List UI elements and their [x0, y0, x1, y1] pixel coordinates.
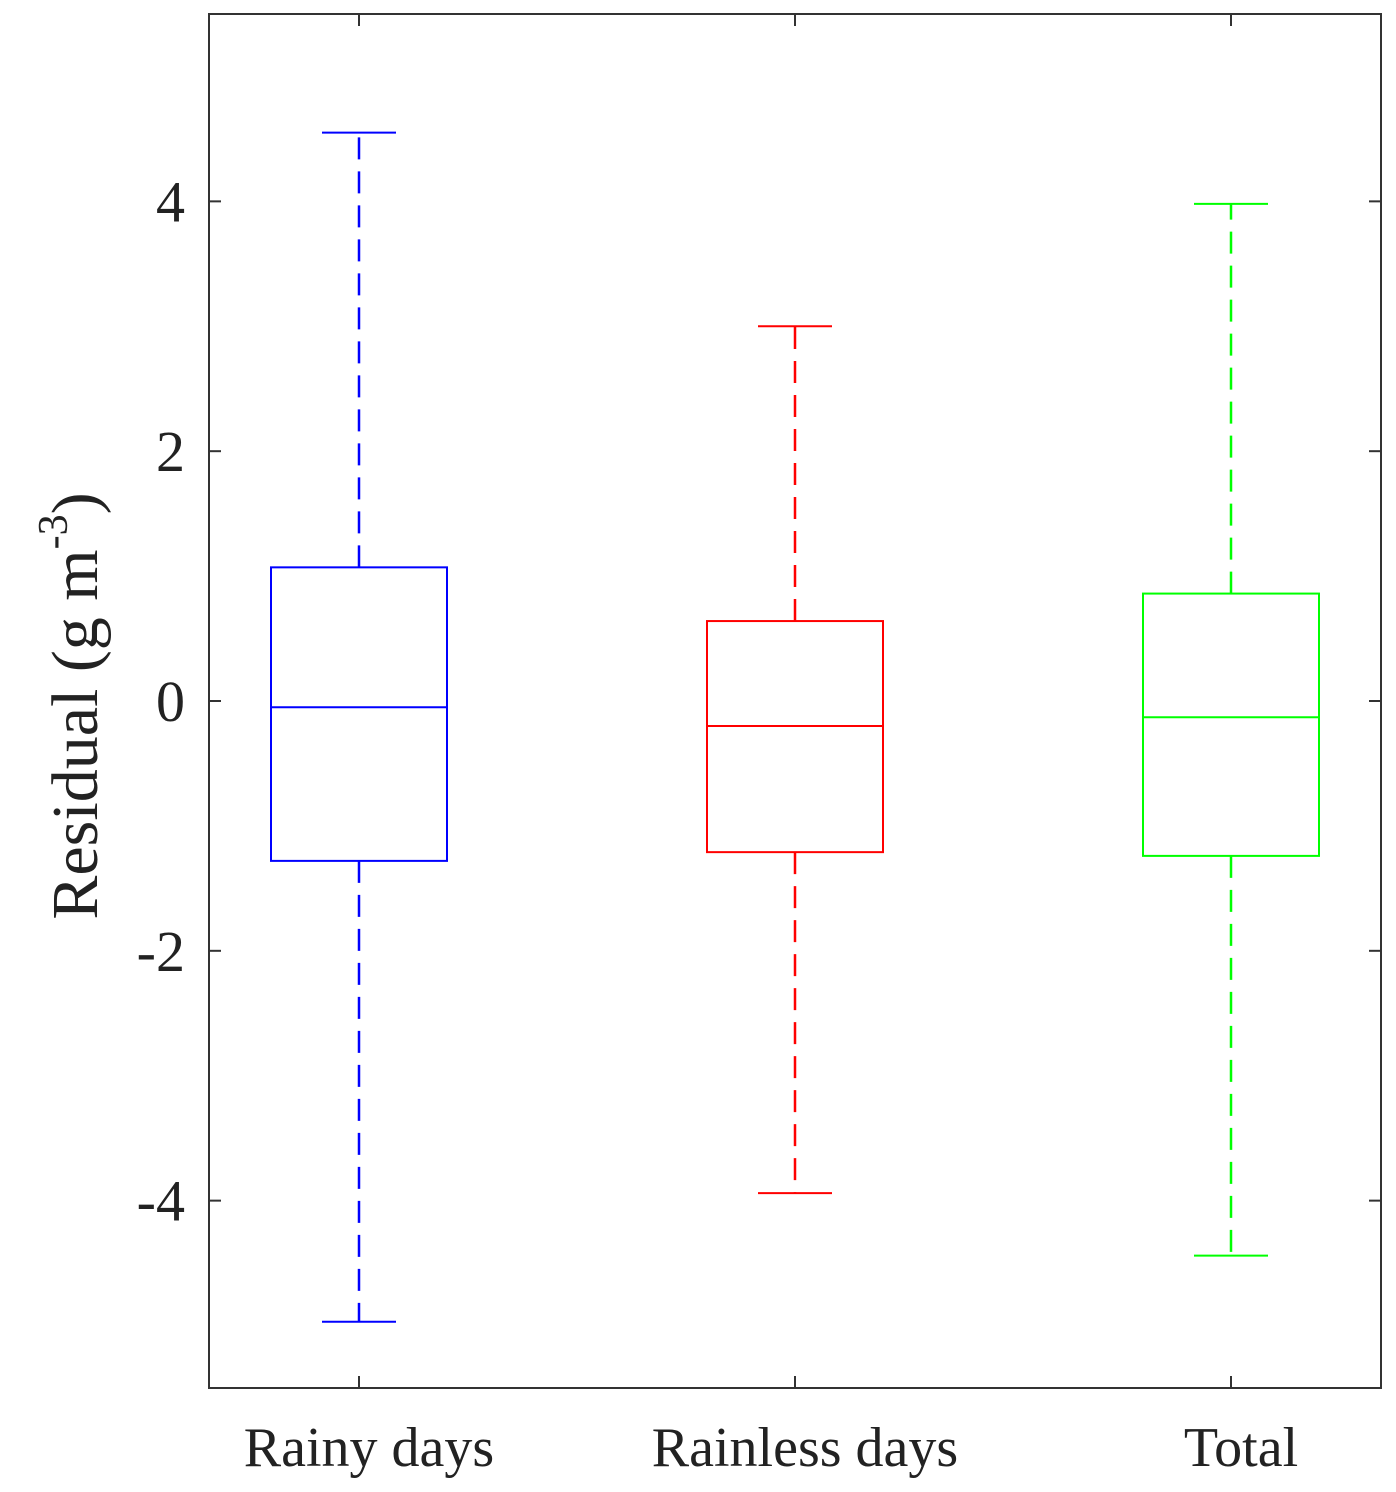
x-category-label: Rainy days: [244, 1417, 494, 1479]
box-rainy-days: [270, 131, 448, 1323]
plot-area: -4 -2 0 2 4 Rainy days Rainless days Total: [137, 13, 1382, 1479]
y-axis-title: Residual (g m-3): [31, 492, 112, 919]
box-rainless-days: [706, 325, 884, 1195]
y-tick-label: 2: [156, 419, 185, 484]
x-category-label: Rainless days: [652, 1417, 958, 1479]
plot-frame: [208, 13, 1382, 1389]
y-tick-label: -4: [137, 1169, 185, 1234]
y-tick-label: 0: [156, 669, 185, 734]
interquartile-box: [706, 620, 884, 854]
y-tick-label: -2: [137, 919, 185, 984]
interquartile-box: [270, 566, 448, 862]
box-total: [1142, 202, 1320, 1257]
interquartile-box: [1142, 592, 1320, 857]
y-tick-label: 4: [156, 169, 185, 234]
x-category-label: Total: [1184, 1417, 1298, 1479]
